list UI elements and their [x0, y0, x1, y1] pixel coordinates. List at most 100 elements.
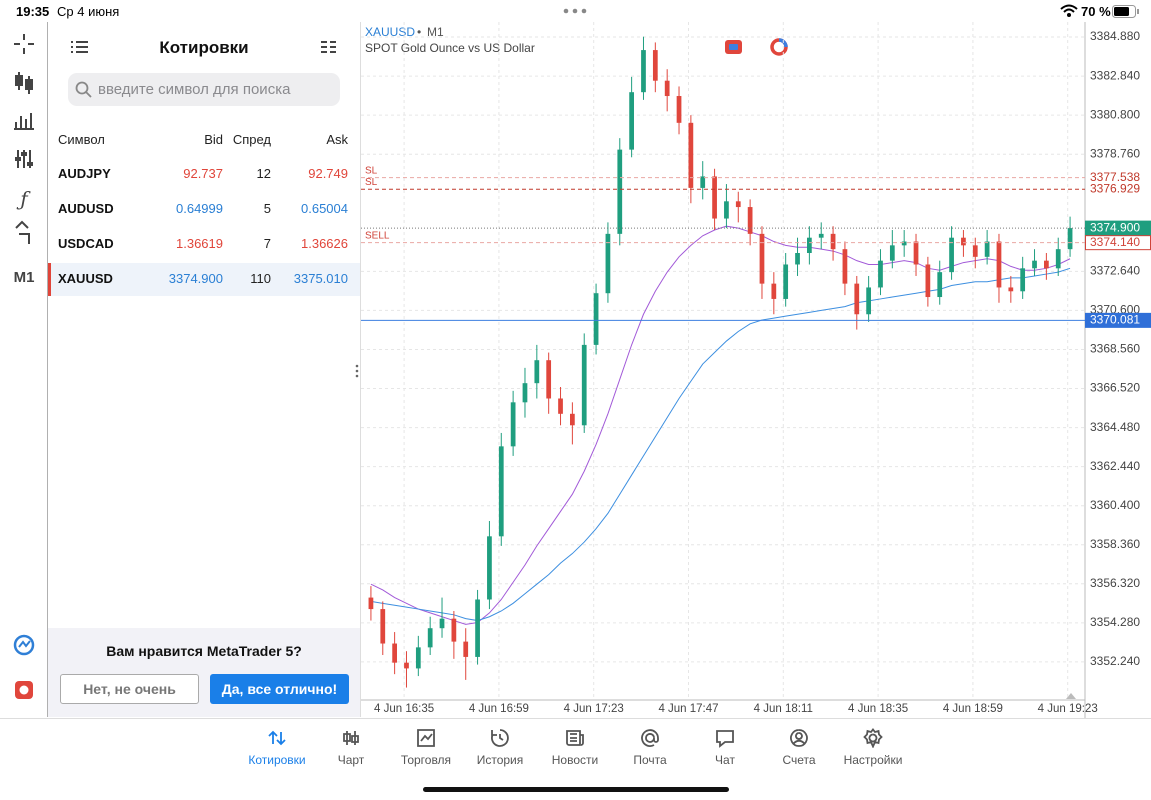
search-placeholder[interactable]: введите символ для поиска: [98, 81, 291, 98]
candle-body: [700, 176, 706, 188]
quote-bid: 0.64999: [176, 201, 223, 216]
candle-body: [972, 245, 978, 257]
candle-body: [629, 92, 634, 150]
decline-button[interactable]: Нет, не очень: [60, 674, 199, 704]
chart-description: SPOT Gold Ounce vs US Dollar: [365, 41, 535, 55]
x-tick-label: 4 Jun 18:11: [754, 703, 813, 715]
list-icon[interactable]: [71, 40, 89, 56]
accept-button[interactable]: Да, все отлично!: [210, 674, 349, 704]
y-tick-label: 3354.280: [1090, 615, 1140, 629]
tab-icon[interactable]: [490, 728, 510, 748]
x-tick-label: 4 Jun 18:59: [943, 703, 1003, 715]
chart-symbol: XAUUSD: [365, 25, 415, 39]
objects-icon[interactable]: [15, 220, 30, 244]
y-tick-label: 3362.440: [1090, 459, 1140, 473]
candle-body: [1055, 249, 1061, 269]
scroll-marker[interactable]: [1066, 693, 1076, 699]
tab-label[interactable]: Настройки: [843, 753, 903, 767]
sidebar: ƒ M1: [13, 34, 35, 699]
candle-body: [783, 264, 789, 299]
y-tick-label: 3380.800: [1090, 107, 1140, 121]
candle-body: [1008, 287, 1014, 292]
candle-body: [676, 96, 682, 123]
quote-symbol[interactable]: USDCAD: [58, 236, 114, 251]
y-tick-label: 3356.320: [1090, 576, 1140, 590]
separator: •: [417, 25, 421, 39]
candle-body: [439, 618, 445, 629]
moving-average: [370, 267, 1071, 622]
candle-body: [404, 662, 409, 669]
candle-body: [498, 446, 504, 537]
price-label-bg: [1086, 182, 1151, 197]
candle-body: [581, 344, 587, 426]
tab-icon[interactable]: [565, 728, 585, 748]
price-label: 3376.929: [1090, 181, 1140, 195]
candle-body: [747, 207, 753, 234]
candle-body: [1044, 260, 1049, 269]
y-tick-label: 3364.480: [1090, 420, 1140, 434]
quote-symbol[interactable]: AUDUSD: [58, 201, 114, 216]
tab-label[interactable]: Чарт: [337, 753, 365, 767]
column-header: Символ: [58, 132, 105, 147]
candle-body: [605, 233, 611, 294]
price-label-bg: [1085, 312, 1151, 328]
chart-timeframe: M1: [427, 25, 444, 39]
search-box[interactable]: [68, 73, 340, 106]
tab-icon[interactable]: [640, 728, 660, 748]
quote-spread: 5: [263, 201, 271, 216]
level-name: SELL: [365, 230, 390, 241]
tab-icon[interactable]: [789, 728, 809, 748]
quote-spread: 12: [256, 166, 271, 181]
timeframe-button[interactable]: M1: [14, 269, 35, 286]
tab-icon-shape: [268, 730, 286, 746]
candle-body: [546, 360, 552, 399]
candle-body: [427, 628, 433, 648]
function-icon[interactable]: ƒ: [16, 187, 31, 211]
candle-body: [937, 272, 943, 298]
crosshair-icon[interactable]: [14, 34, 34, 54]
status-date: Ср 4 июня: [57, 4, 120, 19]
candle-body: [570, 413, 575, 426]
edit-list-icon[interactable]: [321, 40, 337, 56]
tab-icon[interactable]: [416, 728, 436, 748]
selected-row[interactable]: [48, 263, 360, 296]
tab-label[interactable]: Новости: [551, 753, 599, 767]
quote-symbol[interactable]: XAUUSD: [58, 271, 113, 286]
panel-resize-handle[interactable]: [354, 363, 360, 379]
candle-body: [771, 283, 777, 299]
multitask-dots[interactable]: [562, 6, 588, 16]
tab-icon[interactable]: [341, 728, 361, 748]
tab-label[interactable]: Торговля: [400, 753, 452, 767]
panel-border: [47, 22, 48, 717]
tab-icon[interactable]: [715, 728, 735, 748]
tab-label[interactable]: Котировки: [248, 753, 306, 767]
candle-body: [996, 241, 1002, 288]
battery-icon: [1112, 5, 1139, 18]
column-header: Ask: [326, 132, 348, 147]
tab-label[interactable]: Почта: [633, 753, 667, 767]
tab-icon[interactable]: [863, 728, 883, 748]
price-label: 3370.081: [1090, 313, 1140, 327]
y-tick-label: 3384.880: [1090, 29, 1140, 43]
y-tick-label: 3378.760: [1090, 146, 1140, 160]
tab-label[interactable]: Счета: [782, 753, 816, 767]
candle-body: [487, 536, 492, 600]
tab-label[interactable]: Чат: [715, 753, 735, 767]
signals-icon[interactable]: [13, 634, 35, 656]
quote-bid: 92.737: [183, 166, 223, 181]
tab-icon-shape: [343, 731, 359, 745]
candle-body: [593, 293, 599, 345]
candle-body: [818, 233, 824, 238]
price-label: 3374.140: [1090, 235, 1140, 249]
bars-icon[interactable]: [14, 113, 34, 130]
candle-body: [913, 241, 919, 265]
candle-body: [866, 287, 871, 315]
candle-body: [617, 149, 623, 234]
tab-label[interactable]: История: [476, 753, 524, 767]
y-tick-label: 3352.240: [1090, 654, 1140, 668]
tab-icon[interactable]: [267, 728, 287, 748]
status-time: 19:35: [16, 4, 50, 19]
candle-body: [641, 50, 646, 93]
candle-body: [878, 260, 883, 288]
quote-symbol[interactable]: AUDJPY: [58, 166, 111, 181]
